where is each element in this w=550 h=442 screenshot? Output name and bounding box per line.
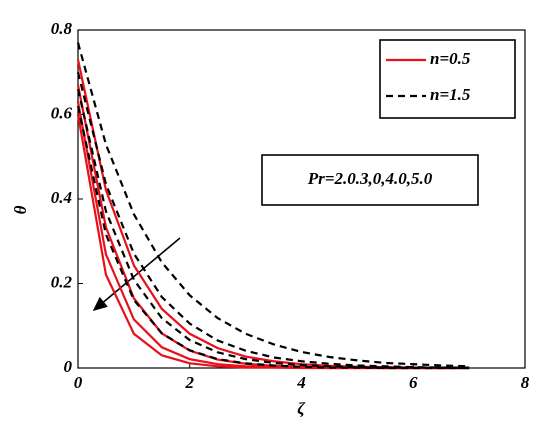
- x-tick-label: 2: [185, 373, 195, 392]
- legend-box: [379, 39, 516, 119]
- y-tick-label: 0.4: [51, 188, 72, 207]
- line: [76, 42, 470, 368]
- y-axis-label: θ: [11, 205, 30, 214]
- y-tick-label: 0.8: [51, 19, 73, 38]
- line: [76, 71, 470, 369]
- annotation: Pr=2.0.3,0,4.0,5.0: [307, 169, 433, 188]
- y-tick-label: 0.6: [51, 103, 73, 122]
- line: [76, 105, 470, 370]
- annotation-box: [261, 154, 479, 206]
- line: [76, 84, 470, 370]
- y-tick-label: 0.2: [51, 272, 73, 291]
- x-tick-label: 4: [296, 373, 306, 392]
- y-tick-label: 0: [64, 357, 73, 376]
- x-axis-label: ζ: [297, 399, 305, 418]
- line: [76, 101, 470, 370]
- legend-label: n=1.5: [430, 85, 471, 104]
- x-tick-label: 6: [409, 373, 418, 392]
- x-tick-label: 0: [74, 373, 83, 392]
- x-tick-label: 8: [521, 373, 530, 392]
- line: [76, 88, 470, 370]
- line: [76, 114, 470, 370]
- trend-arrow: [92, 237, 181, 312]
- legend-label: n=0.5: [430, 49, 471, 68]
